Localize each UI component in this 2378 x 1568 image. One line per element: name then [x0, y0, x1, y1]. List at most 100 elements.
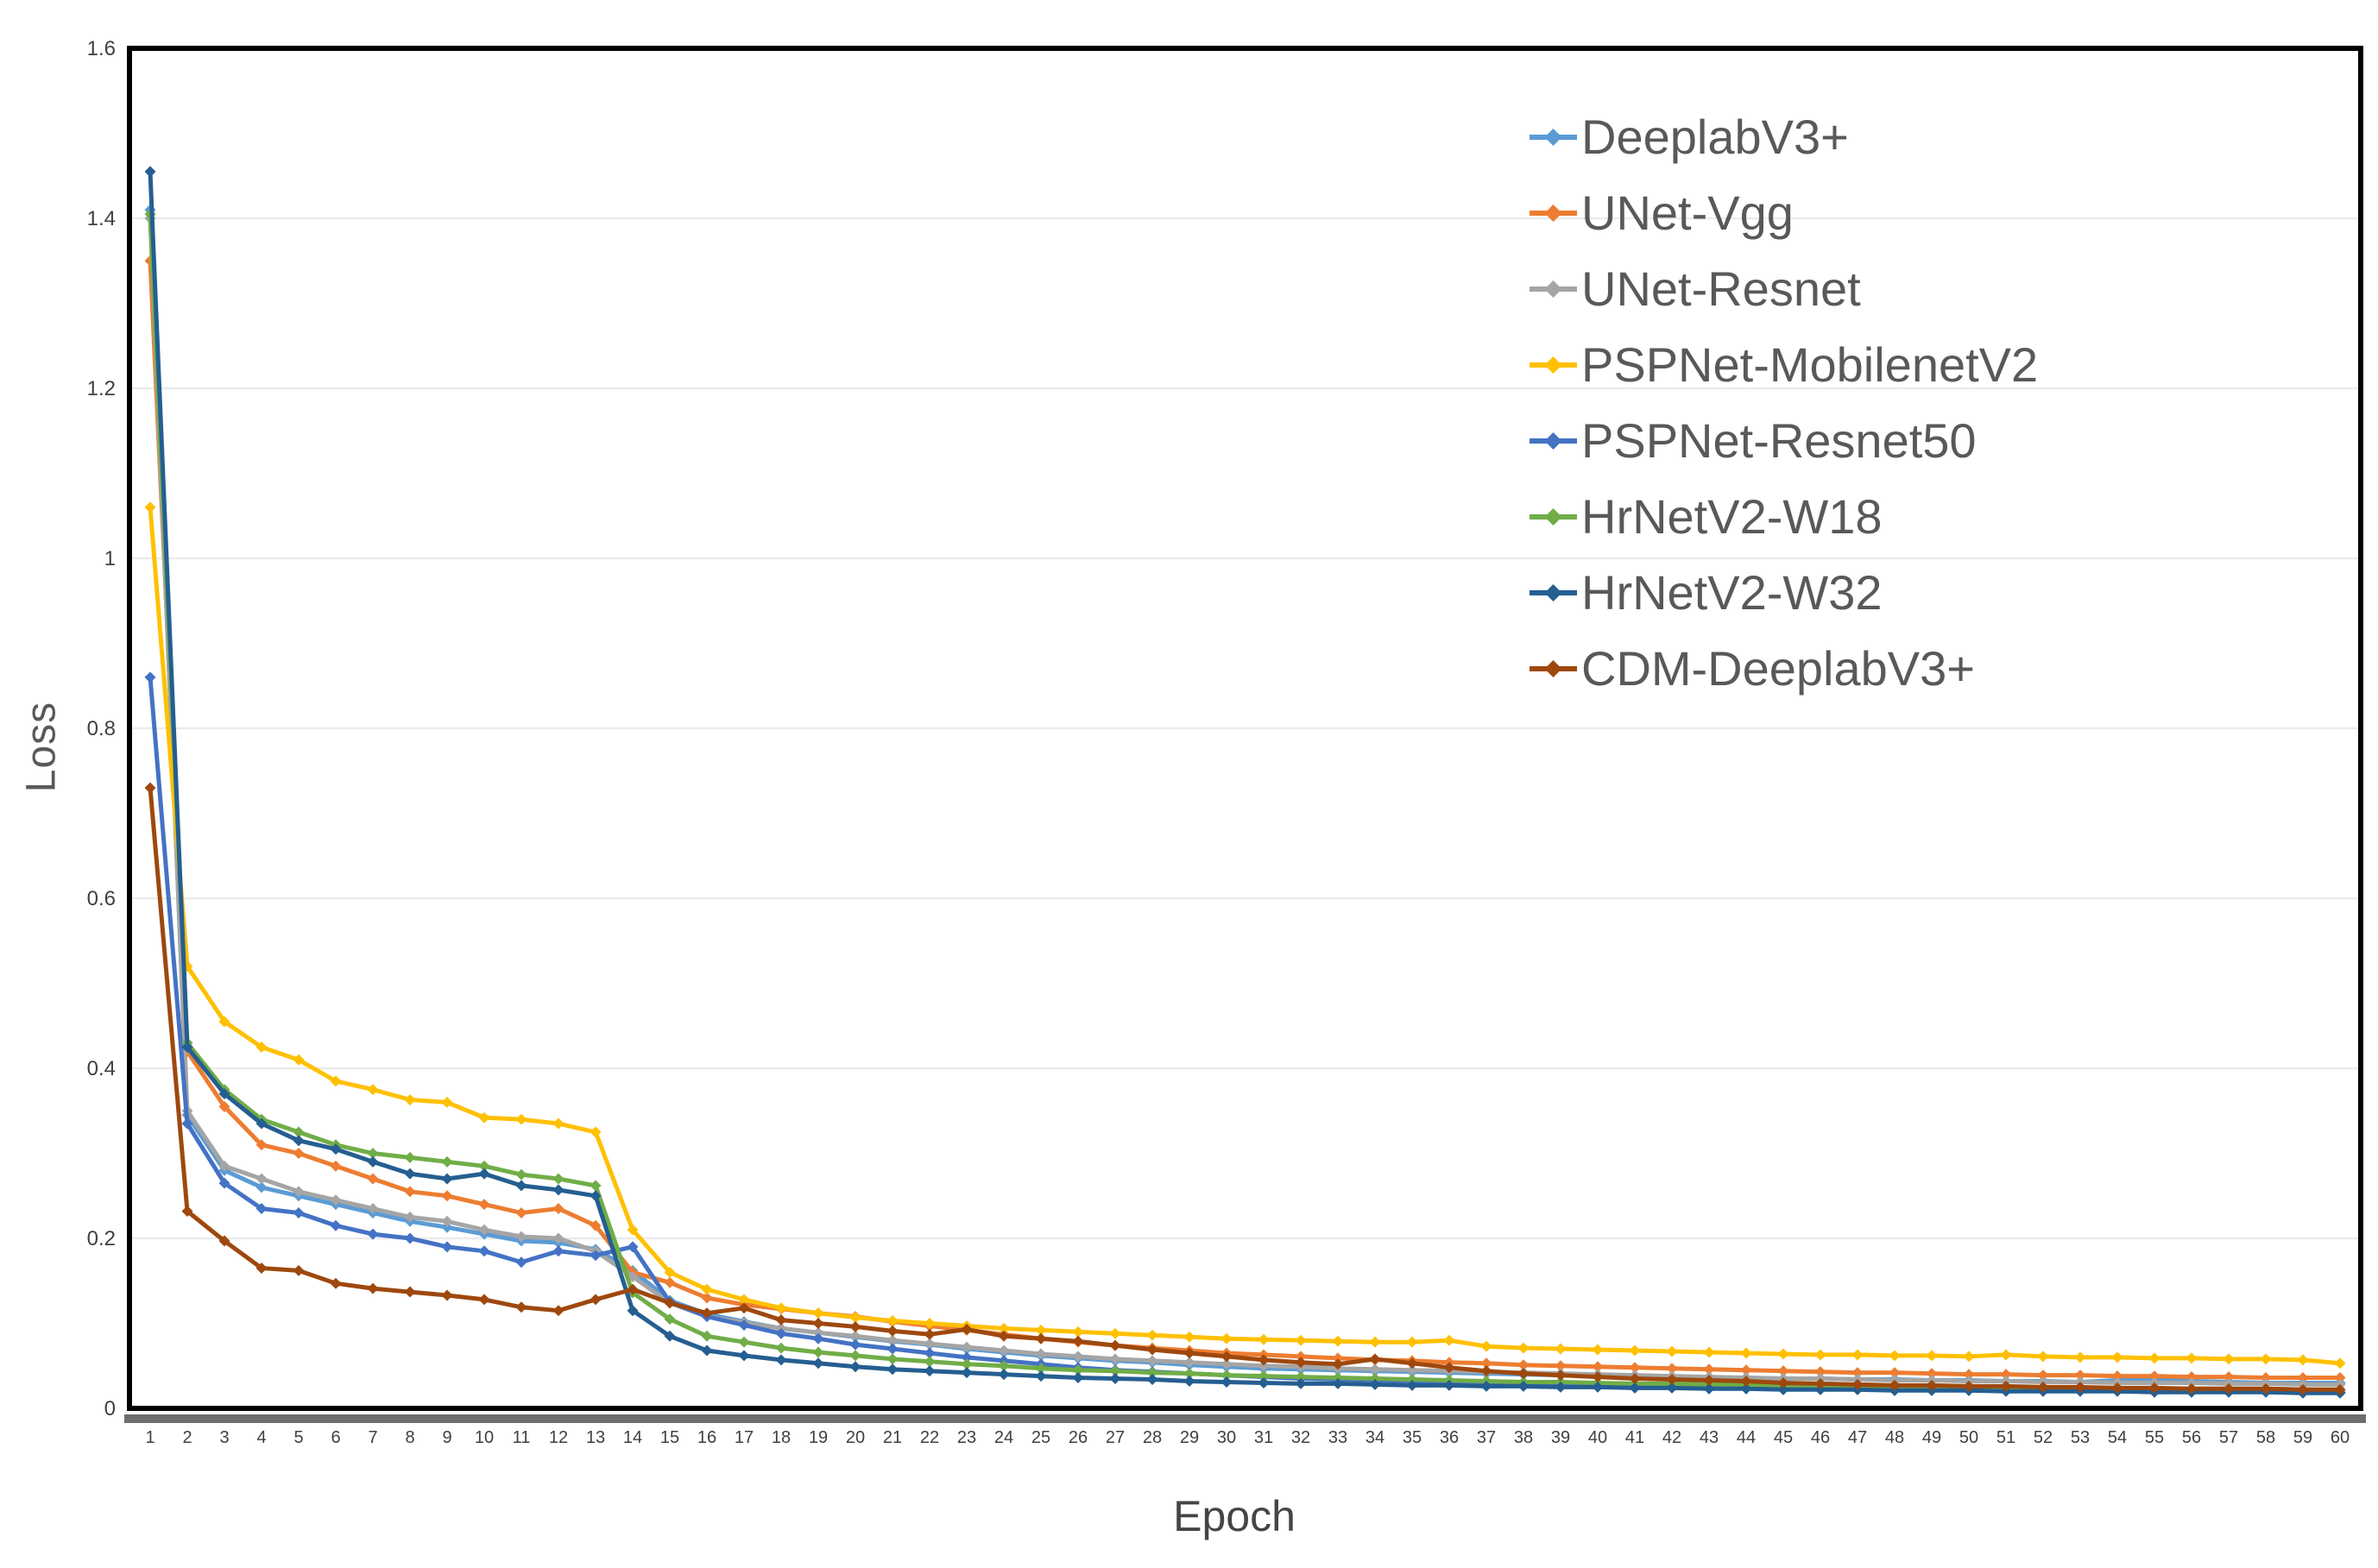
chart-marker: [255, 1041, 268, 1053]
legend-marker-icon: [1544, 432, 1562, 450]
x-tick-label: 4: [256, 1428, 266, 1447]
chart-marker: [2111, 1370, 2123, 1382]
chart-marker: [775, 1302, 787, 1314]
chart-marker: [924, 1338, 936, 1350]
chart-marker: [478, 1245, 490, 1257]
chart-marker: [144, 166, 156, 178]
chart-marker: [1258, 1370, 1270, 1382]
chart-marker: [441, 1156, 453, 1168]
chart-marker: [2260, 1382, 2272, 1395]
y-tick-label: 0.4: [87, 1057, 116, 1080]
chart-marker: [1295, 1334, 1307, 1346]
chart-marker: [255, 1118, 268, 1130]
chart-marker: [961, 1323, 973, 1335]
legend-marker-icon: [1544, 205, 1562, 222]
chart-marker: [998, 1322, 1010, 1334]
x-tick-label: 17: [735, 1428, 754, 1447]
legend-item-label: UNet-Resnet: [1581, 261, 1861, 316]
legend-item: UNet-Vgg: [1530, 186, 1794, 240]
x-tick-label: 6: [331, 1428, 340, 1447]
chart-marker: [1295, 1371, 1307, 1383]
x-tick-label: 26: [1069, 1428, 1088, 1447]
x-tick-label: 23: [957, 1428, 976, 1447]
x-tick-label: 13: [586, 1428, 605, 1447]
chart-marker: [738, 1302, 750, 1314]
chart-marker: [1555, 1370, 1567, 1382]
chart-marker: [1406, 1374, 1418, 1386]
chart-marker: [1517, 1359, 1530, 1371]
chart-marker: [2260, 1353, 2272, 1365]
chart-marker: [1072, 1326, 1084, 1338]
chart-marker: [1109, 1327, 1121, 1339]
chart-marker: [552, 1245, 565, 1257]
chart-marker: [1740, 1382, 1752, 1395]
chart-marker: [1592, 1371, 1604, 1383]
chart-marker: [812, 1346, 824, 1358]
chart-marker: [2148, 1370, 2160, 1382]
legend-item: HrNetV2-W32: [1530, 565, 1883, 620]
chart-marker: [1740, 1347, 1752, 1359]
chart-marker: [1072, 1335, 1084, 1347]
chart-marker: [738, 1350, 750, 1362]
chart-marker: [404, 1286, 416, 1298]
legend-marker-icon: [1544, 280, 1562, 298]
chart-marker: [2223, 1353, 2235, 1365]
chart-marker: [255, 1139, 268, 1151]
chart-marker: [1146, 1355, 1158, 1367]
chart-marker: [552, 1232, 565, 1244]
chart-marker: [998, 1330, 1010, 1342]
x-tick-label: 28: [1143, 1428, 1162, 1447]
chart-marker: [738, 1294, 750, 1306]
chart-marker: [2000, 1349, 2012, 1361]
chart-marker: [2186, 1371, 2198, 1383]
y-tick-label: 0.2: [87, 1227, 116, 1250]
chart-marker: [552, 1118, 565, 1130]
chart-marker: [627, 1305, 639, 1317]
chart-marker: [330, 1143, 342, 1156]
chart-marker: [627, 1224, 639, 1236]
chart-marker: [1926, 1368, 1938, 1380]
x-tick-label: 35: [1403, 1428, 1422, 1447]
chart-marker: [812, 1318, 824, 1329]
chart-marker: [2000, 1369, 2012, 1381]
chart-line-PSPNet-MobilenetV2: [148, 505, 2343, 1366]
chart-marker: [367, 1156, 379, 1168]
chart-marker: [849, 1312, 861, 1324]
chart-marker: [2037, 1370, 2049, 1382]
chart-marker: [1555, 1381, 1567, 1393]
chart-marker: [2297, 1383, 2309, 1395]
legend-item: DeeplabV3+: [1530, 110, 1849, 164]
chart-marker: [2037, 1351, 2049, 1363]
chart-marker: [738, 1336, 750, 1348]
chart-marker: [1146, 1374, 1158, 1386]
chart-marker: [1777, 1348, 1789, 1360]
chart-marker: [1369, 1336, 1381, 1348]
chart-marker: [218, 1016, 230, 1028]
chart-marker: [330, 1219, 342, 1231]
chart-marker: [293, 1126, 305, 1138]
chart-marker: [998, 1360, 1010, 1372]
chart-marker: [404, 1168, 416, 1180]
chart-marker: [1072, 1351, 1084, 1363]
chart-marker: [1592, 1361, 1604, 1373]
chart-marker: [924, 1328, 936, 1340]
chart-marker: [1443, 1362, 1455, 1374]
x-tick-label: 53: [2071, 1428, 2090, 1447]
chart-marker: [1814, 1383, 1826, 1395]
chart-marker: [1332, 1352, 1344, 1364]
chart-marker: [552, 1184, 565, 1196]
chart-marker: [2186, 1382, 2198, 1395]
chart-marker: [1703, 1382, 1715, 1395]
chart-marker: [886, 1353, 899, 1365]
chart-marker: [849, 1320, 861, 1332]
chart-marker: [961, 1351, 973, 1363]
chart-marker: [330, 1075, 342, 1087]
chart-marker: [924, 1365, 936, 1377]
chart-marker: [2037, 1381, 2049, 1393]
chart-marker: [1851, 1349, 1864, 1361]
x-tick-label: 57: [2219, 1428, 2238, 1447]
x-tick-label: 18: [772, 1428, 791, 1447]
chart-marker: [293, 1054, 305, 1066]
chart-marker: [2148, 1352, 2160, 1364]
chart-marker: [255, 1181, 268, 1193]
